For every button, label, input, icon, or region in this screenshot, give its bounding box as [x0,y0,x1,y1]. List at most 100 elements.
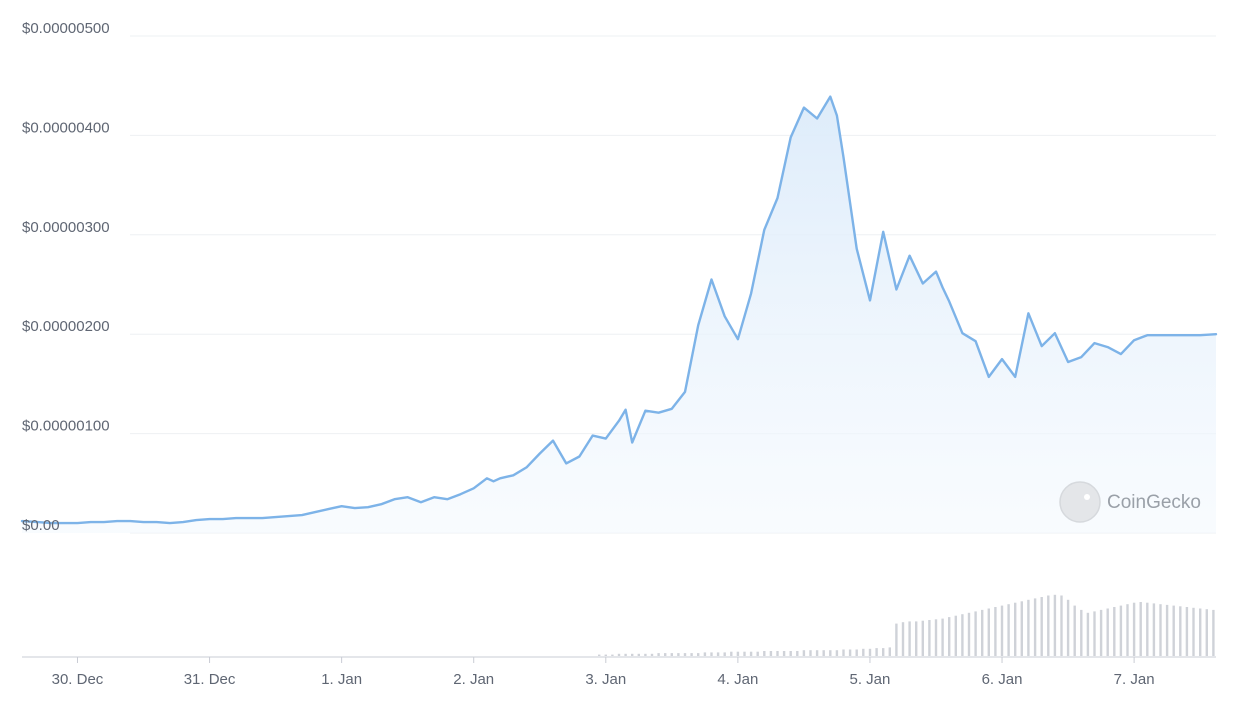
volume-bar [1086,612,1090,656]
volume-bar [842,649,845,656]
volume-bar [815,650,819,656]
volume-bar [1053,594,1057,656]
volume-bar [1179,606,1182,656]
price-area-fill [22,96,1216,533]
volume-bar [782,651,786,656]
volume-bar [1132,602,1136,656]
volume-bar [987,608,990,656]
volume-bar [882,648,885,656]
volume-bar [1106,608,1109,656]
volume-bar [1172,605,1175,656]
volume-bar [1020,601,1023,656]
volume-bar [604,654,607,656]
volume-bar [895,623,898,656]
volume-bar [1027,599,1030,656]
volume-bar [1014,602,1017,656]
x-tick-label: 3. Jan [585,671,626,688]
volume-bar [1113,607,1116,656]
volume-bar [888,647,891,656]
volume-bar [776,651,779,656]
volume-bar [1119,605,1123,656]
volume-bar [901,622,905,656]
volume-bar [848,649,852,656]
volume-bar [835,650,839,656]
volume-bar [644,653,647,656]
volume-bar [664,653,667,656]
volume-bar [617,653,621,656]
volume-bar [875,648,878,656]
volume-bar [736,651,740,656]
volume-bar [862,648,865,656]
volume-bar [598,654,601,656]
volume-bar [710,652,713,656]
price-line [20,95,1218,525]
volume-bar [723,652,726,656]
volume-bar [677,653,680,656]
volume-bar [763,651,766,656]
volume-bar [670,653,673,656]
volume-bar [1192,607,1195,656]
volume-bar [981,609,984,656]
volume-bar [1212,609,1215,656]
volume-bar [749,651,753,656]
volume-bar [868,648,872,656]
volume-bar [822,650,825,656]
gecko-eye-icon [1084,494,1090,500]
volume-bar [631,653,634,656]
volume-bar [967,612,971,656]
x-tick-label: 5. Jan [850,671,891,688]
volume-bar [974,611,977,656]
volume-bar [637,653,640,656]
volume-bar [1073,605,1076,656]
volume-bar [1007,604,1010,656]
y-tick-label: $0.00000500 [22,20,110,37]
volume-bar [769,651,773,656]
volume-bar [915,621,918,656]
volume-bar [1159,604,1162,656]
volume-bar [921,620,924,656]
x-tick-label: 7. Jan [1114,671,1155,688]
volume-bar [650,653,654,656]
volume-bar [908,621,911,656]
volume-bar [1139,602,1142,656]
y-tick-label: $0.00000200 [22,318,110,335]
volume-bar [1146,602,1149,656]
volume-bar [941,618,944,656]
gecko-logo-icon [1059,481,1101,523]
volume-bar [657,653,660,656]
x-tick-label: 4. Jan [717,671,758,688]
volume-bar [1199,608,1202,656]
volume-bar [1205,609,1208,656]
volume-bar [954,615,957,656]
volume-bar [928,620,931,656]
volume-bar [1126,604,1129,656]
y-tick-label: $0.00000400 [22,119,110,136]
volume-bar [934,619,938,656]
volume-bar [624,653,627,656]
price-area [20,95,1218,533]
x-axis-ticks: 30. Dec 31. Dec 1. Jan 2. Jan 3. Jan 4. Jan 5.… [22,656,1216,688]
volume-bar [1060,595,1063,656]
volume-bar [1185,607,1189,656]
volume-bar [1000,605,1004,656]
volume-bar [1093,611,1096,656]
volume-bar [1033,598,1037,656]
volume-bar [703,652,707,656]
volume-bar [1152,603,1156,656]
volume-bar [730,651,733,656]
volume-bar [1165,604,1169,656]
x-tick-label: 30. Dec [52,671,104,688]
y-axis-ticks: $0.00 $0.00000100 $0.00000200 $0.00000300 $0… [22,20,110,534]
y-tick-label: $0.00 [22,517,60,534]
coingecko-watermark: CoinGecko [1059,481,1201,523]
x-tick-label: 2. Jan [453,671,494,688]
volume-bar [743,651,746,656]
volume-bar [961,614,964,656]
volume-bar [829,650,832,656]
volume-bar [697,653,700,656]
watermark-label: CoinGecko [1107,492,1201,513]
x-tick-label: 31. Dec [184,671,236,688]
volume-bar [683,653,687,656]
